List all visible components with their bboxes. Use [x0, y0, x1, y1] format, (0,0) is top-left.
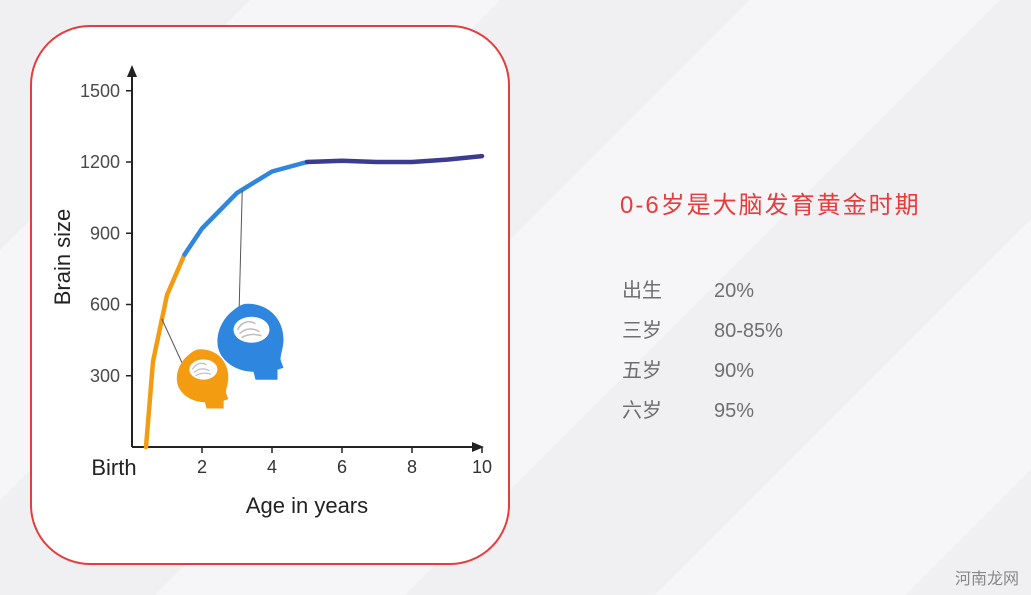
- svg-text:900: 900: [90, 223, 120, 243]
- svg-text:4: 4: [267, 457, 277, 477]
- panel-title: 0-6岁是大脑发育黄金时期: [620, 185, 1000, 220]
- chart-area: 30060090012001500246810BirthAge in years…: [52, 57, 488, 543]
- brain-development-table: 出生20%三岁80-85%五岁90%六岁95%: [620, 270, 785, 432]
- svg-text:300: 300: [90, 366, 120, 386]
- svg-text:Age in years: Age in years: [246, 493, 368, 518]
- table-row: 出生20%: [622, 272, 783, 310]
- row-value: 80-85%: [714, 312, 783, 350]
- row-value: 20%: [714, 272, 783, 310]
- svg-text:10: 10: [472, 457, 492, 477]
- svg-text:1200: 1200: [80, 152, 120, 172]
- svg-text:6: 6: [337, 457, 347, 477]
- svg-text:Brain size: Brain size: [52, 209, 75, 306]
- brain-size-chart: 300 600 900 1200 1500 2 4 6 8 10 Birth Age in years…: [52, 57, 492, 547]
- table-row: 五岁90%: [622, 352, 783, 390]
- watermark: 河南龙网: [955, 565, 1019, 589]
- row-label: 三岁: [622, 312, 712, 350]
- info-panel: 0-6岁是大脑发育黄金时期 出生20%三岁80-85%五岁90%六岁95%: [620, 185, 1000, 432]
- svg-text:1500: 1500: [80, 81, 120, 101]
- table-row: 六岁95%: [622, 392, 783, 430]
- table-row: 三岁80-85%: [622, 312, 783, 350]
- svg-text:Birth: Birth: [91, 455, 136, 480]
- svg-text:2: 2: [197, 457, 207, 477]
- row-label: 出生: [622, 272, 712, 310]
- row-label: 六岁: [622, 392, 712, 430]
- row-label: 五岁: [622, 352, 712, 390]
- row-value: 90%: [714, 352, 783, 390]
- row-value: 95%: [714, 392, 783, 430]
- chart-card: 300 600 900 1200 1500 2 4 6 8 10 Birth Age in years…: [30, 25, 510, 565]
- svg-text:600: 600: [90, 295, 120, 315]
- svg-text:8: 8: [407, 457, 417, 477]
- brain-head-icon: [217, 304, 283, 380]
- brain-head-icon: [177, 349, 229, 408]
